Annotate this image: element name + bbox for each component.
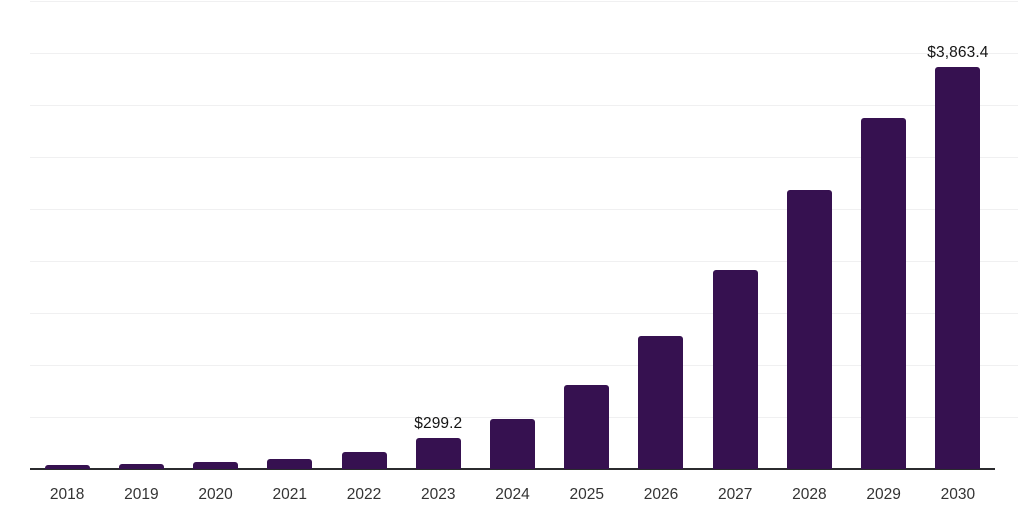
x-tick-2024: 2024 [495,486,530,503]
x-tick-2022: 2022 [346,486,382,503]
x-tick-2029: 2029 [866,486,901,503]
bar-value-label-2023: $299.2 [414,414,463,432]
x-tick-2020: 2020 [198,486,233,503]
gridline [30,417,1018,418]
bar-2021 [267,458,313,469]
gridline [30,1,1018,2]
bar-2018 [44,464,90,469]
x-tick-2021: 2021 [272,486,308,503]
gridline [30,261,1018,262]
x-tick-2025: 2025 [569,486,604,503]
gridline [30,313,1018,314]
x-tick-2023: 2023 [421,486,456,503]
bar-2020 [193,461,239,469]
gridline [30,209,1018,210]
x-tick-2030: 2030 [940,486,976,503]
x-tick-2018: 2018 [49,486,85,503]
x-tick-2026: 2026 [643,486,679,503]
x-tick-2019: 2019 [124,486,159,503]
gridline [30,157,1018,158]
bar-2023 [415,437,461,469]
bar-2028 [786,189,832,469]
bar-2025 [564,384,610,469]
gridline [30,105,1018,106]
gridline [30,365,1018,366]
bar-2027 [712,269,758,469]
bar-2026 [638,335,684,469]
bar-2029 [861,118,907,469]
bar-value-label-2030: $3,863.4 [927,44,989,62]
x-tick-2027: 2027 [717,486,753,503]
gridline [30,53,1018,54]
x-tick-2028: 2028 [792,486,827,503]
bar-2030 [935,67,981,469]
bar-2024 [490,418,535,469]
bar-2019 [118,463,164,469]
bar-2022 [341,451,387,469]
